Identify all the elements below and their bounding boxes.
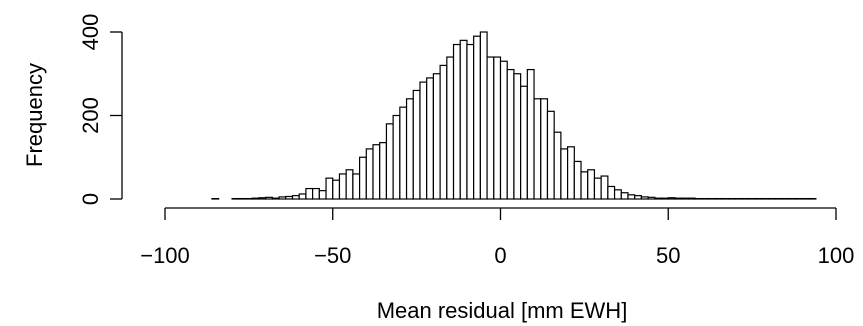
histogram-bar — [493, 56, 502, 200]
histogram-bar — [640, 196, 649, 200]
histogram-bar — [674, 197, 683, 200]
x-tick-label: 100 — [818, 243, 855, 268]
histogram-bar — [365, 148, 374, 200]
histogram-bar — [459, 39, 468, 200]
histogram-bar — [607, 185, 616, 200]
histogram-bar — [533, 98, 542, 200]
histogram-bar — [506, 68, 515, 200]
histogram-bar — [540, 98, 549, 200]
histogram-bar — [553, 131, 562, 200]
histogram-bar — [318, 190, 327, 200]
histogram-bar — [379, 142, 388, 200]
histogram-bar — [439, 64, 448, 200]
histogram-bar — [265, 196, 273, 200]
x-axis-ticks: −100 −50 0 50 100 — [140, 208, 854, 268]
y-tick-label: 400 — [78, 14, 103, 51]
histogram-bar — [620, 192, 629, 200]
histogram-bar — [593, 177, 602, 200]
histogram-bar — [392, 114, 401, 200]
histogram-bar — [419, 81, 428, 200]
histogram-bar — [546, 110, 555, 200]
histogram-bar — [681, 197, 689, 200]
histogram-bar — [372, 144, 381, 200]
x-tick-label: −100 — [140, 243, 190, 268]
histogram-bar — [412, 89, 421, 200]
histogram-bars — [211, 31, 817, 200]
histogram-bar — [258, 197, 267, 200]
histogram-bar — [566, 146, 575, 200]
histogram-bar — [405, 98, 414, 200]
y-axis-title: Frequency — [22, 63, 47, 167]
histogram-bar — [312, 187, 320, 200]
histogram-bar — [526, 68, 535, 200]
histogram-bar — [520, 85, 528, 200]
histogram-bar — [667, 197, 676, 200]
histogram-bar — [479, 31, 488, 200]
histogram-bar — [613, 189, 622, 200]
histogram-bar — [660, 197, 669, 200]
histogram-bar — [298, 193, 307, 200]
histogram-bar — [325, 177, 334, 200]
histogram-bar — [385, 123, 394, 200]
histogram-bar — [580, 171, 589, 200]
histogram-bar — [278, 196, 287, 200]
histogram-bar — [399, 106, 408, 200]
histogram-bar — [345, 169, 354, 200]
histogram-bar — [647, 196, 656, 200]
histogram-bar — [446, 56, 455, 200]
histogram-bar — [560, 148, 569, 200]
histogram-bar — [271, 197, 280, 200]
histogram-bar — [426, 77, 435, 200]
histogram-bar — [432, 73, 441, 200]
x-tick-label: 50 — [656, 243, 680, 268]
y-axis-ticks: 0 200 400 — [78, 14, 122, 205]
x-axis-title: Mean residual [mm EWH] — [377, 298, 628, 323]
histogram-bar — [627, 194, 636, 200]
histogram-bar — [332, 179, 341, 200]
histogram-bar — [486, 56, 495, 200]
histogram-bar — [352, 173, 361, 200]
x-tick-label: −50 — [314, 243, 351, 268]
histogram-bar — [251, 197, 260, 200]
histogram-bar — [291, 195, 300, 200]
histogram-bar — [634, 195, 643, 200]
y-tick-label: 200 — [78, 97, 103, 134]
histogram-bar — [654, 197, 663, 200]
histogram-bar — [600, 175, 609, 200]
histogram-bar — [466, 43, 475, 200]
histogram-bar — [513, 73, 522, 200]
histogram-bar — [358, 156, 367, 200]
histogram-bar — [285, 195, 294, 200]
histogram-bar — [587, 169, 596, 200]
histogram-bar — [452, 43, 461, 200]
histogram-bar — [305, 187, 314, 200]
histogram-bar — [687, 197, 696, 200]
x-tick-label: 0 — [494, 243, 506, 268]
histogram-bar — [499, 60, 508, 200]
y-tick-label: 0 — [78, 193, 103, 205]
histogram-bar — [473, 35, 481, 200]
histogram-bar — [573, 160, 582, 200]
histogram-bar — [338, 173, 347, 200]
